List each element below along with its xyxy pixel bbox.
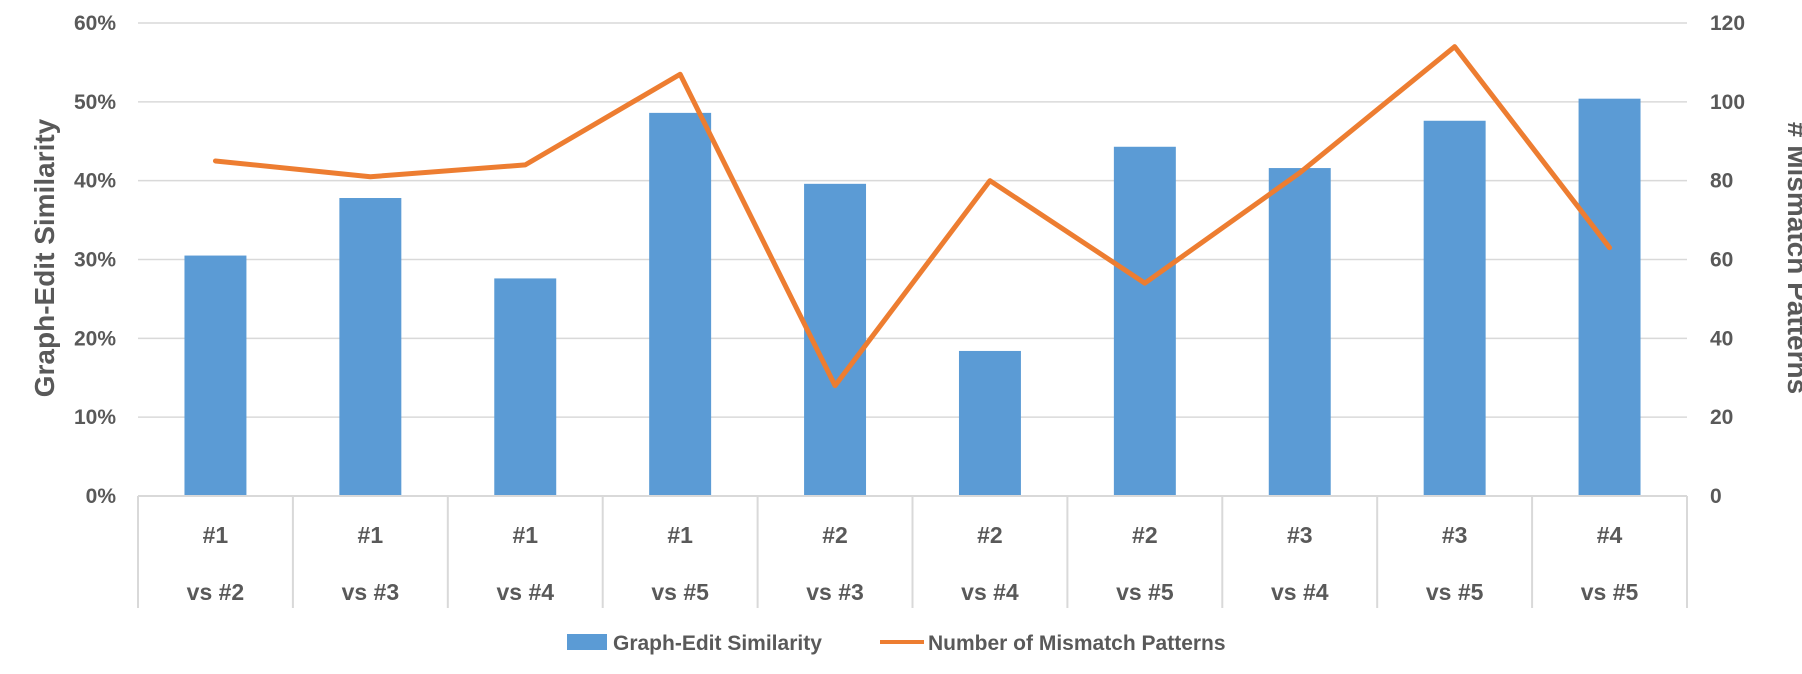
y-tick-label: 20% (74, 327, 116, 350)
x-tick-label: #4 (1597, 522, 1623, 548)
x-tick-label: #1 (667, 522, 693, 548)
x-tick-label: #1 (203, 522, 229, 548)
x-tick-label: vs #5 (1426, 579, 1484, 605)
x-tick-label: #2 (822, 522, 848, 548)
legend: Graph-Edit Similarity Number of Mismatch… (567, 632, 1226, 655)
bar (339, 198, 402, 496)
x-tick-label: #3 (1442, 522, 1468, 548)
bar (1113, 146, 1176, 497)
y2-tick-label: 100 (1710, 91, 1745, 114)
y-axis-title: Graph-Edit Similarity (29, 118, 60, 397)
x-tick-label: vs #3 (806, 579, 864, 605)
bar (1268, 168, 1331, 496)
legend-label-bar: Graph-Edit Similarity (613, 632, 822, 655)
x-tick-label: vs #4 (961, 579, 1019, 605)
x-tick-label: vs #5 (1581, 579, 1639, 605)
bar (184, 255, 247, 496)
y-tick-label: 40% (74, 170, 116, 193)
y2-axis-title: # Mismatch Patterns (1782, 122, 1802, 394)
y-tick-label: 10% (74, 406, 116, 429)
x-tick-label: #1 (512, 522, 538, 548)
bar (958, 350, 1021, 496)
y-tick-label: 30% (74, 249, 116, 272)
line-series (212, 44, 1613, 389)
bar (1423, 120, 1486, 497)
x-tick-label: #3 (1287, 522, 1313, 548)
x-tick-label: #2 (1132, 522, 1158, 548)
x-tick-label: vs #5 (1116, 579, 1174, 605)
y2-tick-label: 80 (1710, 170, 1733, 193)
y-tick-label: 60% (74, 12, 116, 35)
x-tick-label: #2 (977, 522, 1003, 548)
legend-label-line: Number of Mismatch Patterns (928, 632, 1226, 655)
bar-series (184, 98, 1641, 497)
y2-tick-label: 120 (1710, 12, 1745, 35)
x-tick-label: vs #5 (651, 579, 709, 605)
x-tick-label: vs #3 (342, 579, 400, 605)
y2-tick-label: 0 (1710, 485, 1722, 508)
y2-tick-label: 60 (1710, 249, 1733, 272)
y-axis-right: 0 20 40 60 80 100 120 (1710, 12, 1745, 508)
bar (649, 112, 712, 497)
x-tick-label: vs #4 (1271, 579, 1329, 605)
series-line (212, 44, 1613, 389)
y-axis-left: 0% 10% 20% 30% 40% 50% 60% (74, 12, 116, 508)
x-tick-label: vs #2 (187, 579, 245, 605)
y2-tick-label: 40 (1710, 327, 1733, 350)
bar (494, 278, 557, 496)
y-tick-label: 50% (74, 91, 116, 114)
y-tick-label: 0% (86, 485, 117, 508)
legend-swatch-bar (567, 634, 607, 650)
x-tick-label: vs #4 (496, 579, 554, 605)
y2-tick-label: 20 (1710, 406, 1733, 429)
x-tick-label: #1 (358, 522, 384, 548)
x-axis: #1 vs #2 #1 vs #3 #1 vs #4 #1 vs #5 #2 vs #3 #2 vs … (137, 495, 1688, 608)
bar (1578, 98, 1641, 497)
